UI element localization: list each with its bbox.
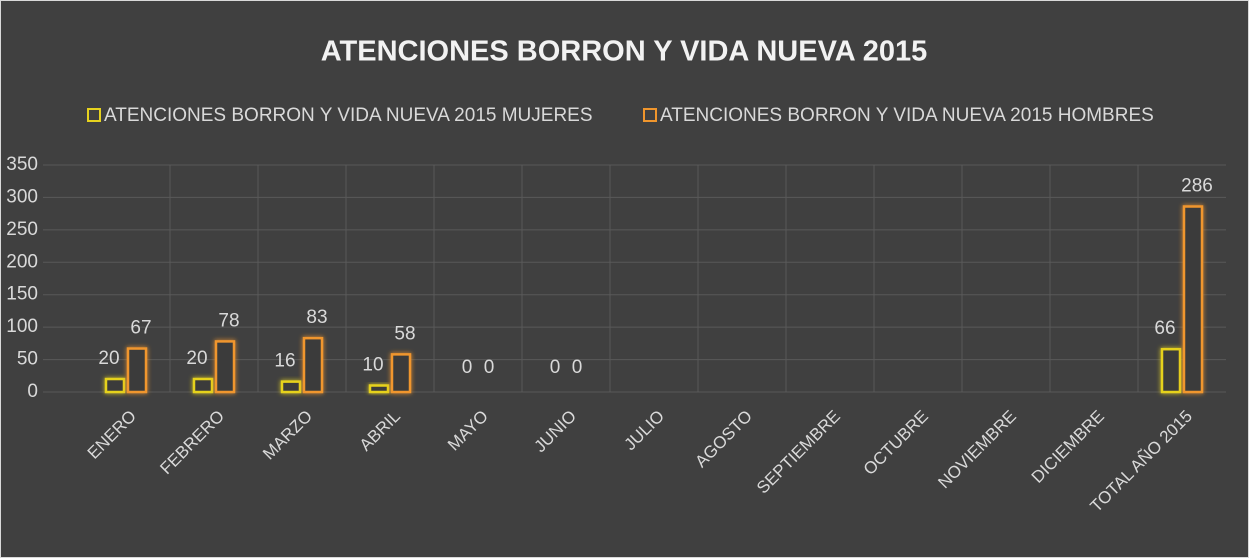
data-label: 66: [1154, 318, 1175, 339]
y-tick-label: 250: [6, 219, 38, 240]
bar: [1182, 205, 1204, 394]
legend-swatch: [87, 108, 101, 122]
bar: [280, 380, 302, 394]
data-label: 0: [572, 357, 583, 378]
data-label: 83: [306, 307, 327, 328]
chart-title: ATENCIONES BORRON Y VIDA NUEVA 2015: [321, 36, 927, 68]
legend-label: ATENCIONES BORRON Y VIDA NUEVA 2015 MUJE…: [104, 105, 593, 126]
y-tick-label: 350: [6, 154, 38, 175]
bar: [126, 347, 148, 394]
data-label: 20: [186, 348, 207, 369]
bar: [390, 353, 412, 394]
data-label: 67: [130, 318, 151, 339]
data-label: 78: [218, 310, 239, 331]
y-tick-label: 50: [17, 349, 38, 370]
y-tick-label: 0: [27, 381, 38, 402]
data-label: 58: [394, 323, 415, 344]
legend-label: ATENCIONES BORRON Y VIDA NUEVA 2015 HOMB…: [660, 105, 1154, 126]
data-label: 0: [550, 357, 561, 378]
bar: [1160, 347, 1182, 394]
bar: [302, 336, 324, 394]
data-label: 0: [484, 357, 495, 378]
y-tick-label: 150: [6, 284, 38, 305]
bar: [368, 384, 390, 394]
y-tick-label: 200: [6, 251, 38, 272]
data-label: 0: [462, 357, 473, 378]
data-label: 20: [98, 348, 119, 369]
y-tick-label: 300: [6, 186, 38, 207]
data-label: 16: [274, 351, 295, 372]
data-label: 10: [362, 355, 383, 376]
legend-swatch: [643, 108, 657, 122]
y-tick-label: 100: [6, 316, 38, 337]
bar: [104, 377, 126, 394]
bar: [214, 340, 236, 394]
data-label: 286: [1181, 176, 1213, 197]
bar: [192, 377, 214, 394]
